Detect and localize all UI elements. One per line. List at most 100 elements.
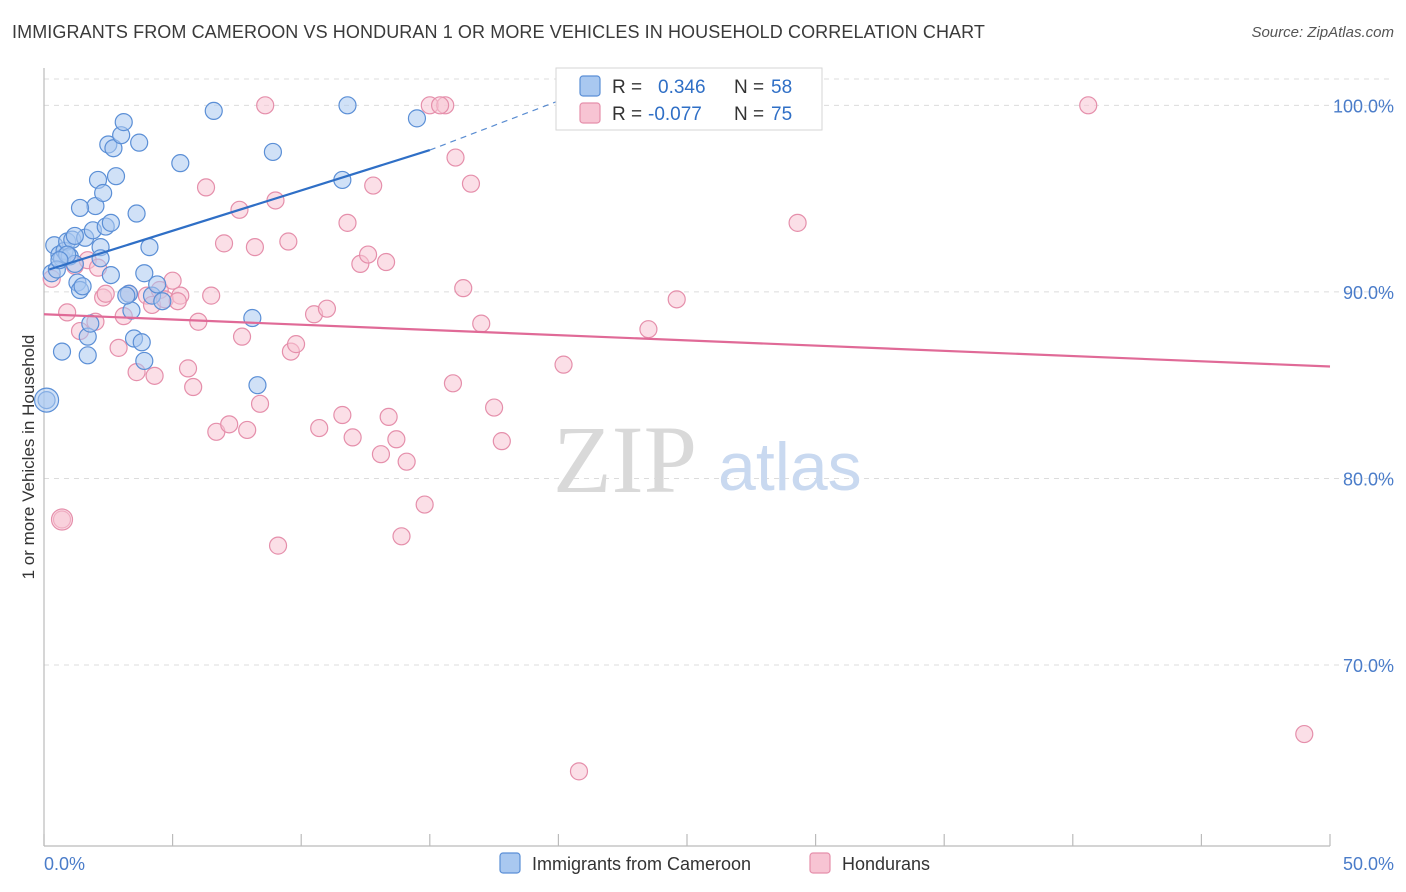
hondurans-point-42 bbox=[317, 299, 337, 318]
cameroon-point-50 bbox=[407, 109, 427, 128]
hondurans-point-54 bbox=[397, 452, 416, 471]
hondurans-point-66 bbox=[569, 762, 589, 781]
hondurans-point-32 bbox=[245, 238, 265, 257]
bottom-legend-swatch-cameroon bbox=[499, 852, 521, 874]
cameroon-point-44 bbox=[204, 101, 223, 121]
cameroon-point-14 bbox=[73, 277, 92, 296]
hondurans-point-large bbox=[50, 508, 74, 531]
hondurans-point-19 bbox=[163, 271, 182, 290]
cameroon-point-55 bbox=[65, 226, 84, 246]
cameroon-point-23 bbox=[94, 183, 113, 203]
cameroon-trend-line bbox=[48, 149, 431, 271]
hondurans-point-27 bbox=[214, 234, 234, 253]
chart-title: IMMIGRANTS FROM CAMEROON VS HONDURAN 1 O… bbox=[12, 22, 986, 42]
y-tick-label-80: 80.0% bbox=[1343, 469, 1394, 489]
cameroon-point-27 bbox=[101, 265, 120, 285]
hondurans-point-52 bbox=[387, 430, 406, 449]
hondurans-point-73 bbox=[430, 96, 450, 115]
hondurans-point-44 bbox=[338, 213, 357, 232]
hondurans-point-60 bbox=[454, 279, 473, 298]
cameroon-trend-extension bbox=[429, 95, 572, 151]
legend-n-label-cameroon: N = bbox=[734, 77, 764, 98]
hondurans-point-21 bbox=[178, 359, 198, 378]
x-ticks bbox=[43, 834, 1331, 846]
hondurans-point-16 bbox=[145, 366, 164, 385]
cameroon-point-17 bbox=[78, 346, 97, 365]
hondurans-points bbox=[42, 96, 1314, 781]
trend-layer bbox=[43, 95, 1331, 368]
bottom-legend-label-hondurans: Hondurans bbox=[842, 854, 930, 874]
cameroon-point-49 bbox=[338, 96, 357, 115]
cameroon-point-38 bbox=[135, 351, 154, 371]
hondurans-point-72 bbox=[1295, 724, 1314, 744]
hondurans-point-9 bbox=[96, 284, 115, 303]
cameroon-point-35 bbox=[127, 204, 146, 223]
hondurans-point-62 bbox=[472, 314, 491, 333]
hondurans-point-71 bbox=[1079, 96, 1098, 115]
hondurans-point-65 bbox=[554, 355, 573, 374]
hondurans-point-25 bbox=[202, 286, 221, 305]
hondurans-point-49 bbox=[371, 445, 391, 464]
cameroon-point-11 bbox=[52, 342, 72, 361]
watermark-zip: ZIP bbox=[553, 406, 697, 513]
hondurans-point-74 bbox=[168, 292, 187, 311]
hondurans-point-47 bbox=[358, 245, 378, 264]
hondurans-point-43 bbox=[333, 405, 352, 425]
cameroon-point-29 bbox=[106, 167, 126, 186]
cameroon-point-53 bbox=[140, 238, 159, 257]
hondurans-point-61 bbox=[461, 174, 481, 193]
cameroon-point-36 bbox=[130, 133, 149, 152]
hondurans-point-59 bbox=[446, 148, 465, 167]
cameroon-point-41 bbox=[148, 275, 167, 294]
hondurans-point-22 bbox=[184, 377, 203, 397]
hondurans-point-50 bbox=[376, 252, 396, 272]
hondurans-point-48 bbox=[364, 176, 383, 195]
cameroon-point-18 bbox=[81, 314, 100, 333]
hondurans-point-30 bbox=[232, 327, 252, 346]
cameroon-point-31 bbox=[114, 113, 133, 132]
hondurans-point-31 bbox=[238, 420, 257, 440]
y-tick-label-90: 90.0% bbox=[1343, 283, 1394, 303]
hondurans-point-45 bbox=[343, 428, 362, 447]
legend-r-value-cameroon: 0.346 bbox=[658, 77, 706, 98]
bottom-legend-label-cameroon: Immigrants from Cameroon bbox=[532, 854, 751, 874]
hondurans-point-67 bbox=[639, 320, 658, 339]
cameroon-point-47 bbox=[263, 142, 283, 162]
cameroon-point-26 bbox=[101, 213, 120, 232]
hondurans-point-28 bbox=[220, 415, 239, 434]
hondurans-point-63 bbox=[485, 398, 504, 417]
hondurans-point-53 bbox=[392, 527, 411, 546]
legend-r-value-hondurans: -0.077 bbox=[648, 104, 702, 125]
cameroon-point-57 bbox=[117, 286, 136, 305]
y-tick-label-100: 100.0% bbox=[1333, 96, 1394, 116]
hondurans-point-58 bbox=[443, 374, 463, 393]
hondurans-point-34 bbox=[256, 96, 275, 115]
hondurans-point-36 bbox=[268, 536, 288, 555]
cameroon-point-42 bbox=[153, 292, 172, 311]
cameroon-point-37 bbox=[132, 333, 151, 352]
cameroon-point-43 bbox=[171, 154, 190, 173]
watermark-atlas: atlas bbox=[718, 429, 862, 505]
legend-r-label-cameroon: R = bbox=[612, 77, 642, 98]
hondurans-point-24 bbox=[196, 178, 216, 197]
y-tick-label-70: 70.0% bbox=[1343, 656, 1394, 676]
y-axis-title: 1 or more Vehicles in Household bbox=[19, 335, 38, 580]
legend-n-label-hondurans: N = bbox=[734, 104, 764, 125]
legend-n-value-cameroon: 58 bbox=[771, 77, 792, 98]
hondurans-point-64 bbox=[492, 432, 511, 451]
hondurans-trend-line bbox=[43, 313, 1331, 368]
hondurans-point-51 bbox=[379, 407, 398, 426]
y-tick-labels: 70.0% 80.0% 90.0% 100.0% bbox=[1333, 96, 1394, 676]
legend-r-label-hondurans: R = bbox=[612, 104, 642, 125]
cameroon-point-51 bbox=[70, 198, 90, 218]
cameroon-point-large bbox=[33, 387, 60, 413]
cameroon-point-46 bbox=[248, 376, 267, 395]
hondurans-point-39 bbox=[286, 335, 306, 354]
hondurans-point-41 bbox=[310, 418, 329, 438]
grid-layer bbox=[44, 78, 1392, 666]
chart-source: Source: ZipAtlas.com bbox=[1251, 24, 1394, 41]
hondurans-point-68 bbox=[667, 290, 686, 309]
stats-legend: R = 0.346 N = 58 R = -0.077 N = 75 bbox=[555, 67, 823, 131]
legend-n-value-hondurans: 75 bbox=[771, 104, 792, 125]
